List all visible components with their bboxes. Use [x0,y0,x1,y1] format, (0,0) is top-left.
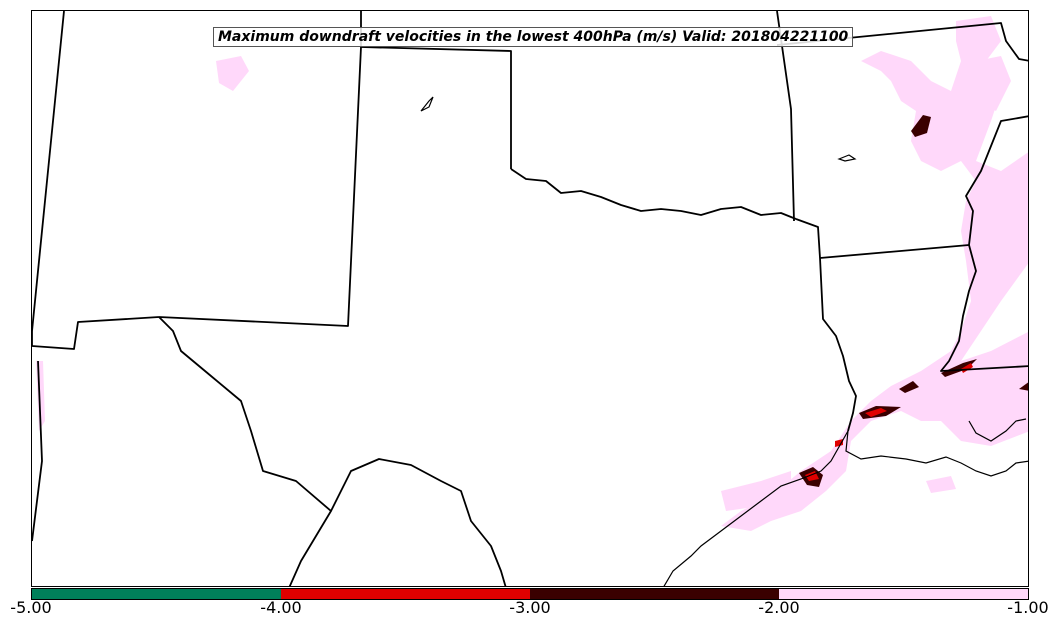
boundary-nm-south [32,316,160,350]
field-light-regions [36,16,1028,531]
state-boundaries [32,11,1028,586]
map-canvas [32,11,1028,586]
lakes [420,96,857,162]
colorbar-tick-label: -1.00 [1007,598,1049,617]
coastline-gulf [845,430,1028,477]
boundary-nm-west [32,11,65,332]
map-title: Maximum downdraft velocities in the lowe… [213,27,854,47]
field-strong-4 [835,439,843,447]
field-core-2 [899,381,919,393]
colorbar-segment [530,589,779,599]
map-panel: Maximum downdraft velocities in the lowe… [31,10,1029,587]
coastline [663,418,1028,586]
colorbar-tick-label: -3.00 [509,598,551,617]
colorbar-segment [281,589,530,599]
boundary-west-chunk [32,360,43,542]
field-region-nw-patch [216,56,249,91]
colorbar-tick-label: -4.00 [260,598,302,617]
field-region-se-patch [926,476,956,493]
colorbar-tick-label: -5.00 [10,598,52,617]
boundary-tx-la [795,218,857,432]
field-region-ne-patch [976,56,1011,111]
field-core-4 [911,115,931,137]
lake-1 [420,96,434,112]
boundary-red-river [510,168,797,220]
coastline-islands [968,418,1027,442]
field-strong-1 [865,408,887,417]
boundary-nm-tx [158,46,362,327]
boundary-la-ms [965,115,1028,246]
colorbar-segment [779,589,1028,599]
boundary-ne-mo [776,22,1028,62]
boundary-ms-river [940,244,1028,372]
field-region-coast-patch [721,471,791,511]
field-core-6 [1019,382,1028,391]
colorbar [31,588,1029,600]
boundary-mexico-west [288,510,332,586]
coastline-texas [663,430,849,586]
boundary-ar-la [819,244,970,259]
field-region-east-band [721,16,1028,531]
colorbar-tick-label: -2.00 [758,598,800,617]
boundary-rio-grande [158,316,507,586]
colorbar-segment [32,589,281,599]
field-core-3 [941,359,977,377]
lake-2 [837,154,857,162]
